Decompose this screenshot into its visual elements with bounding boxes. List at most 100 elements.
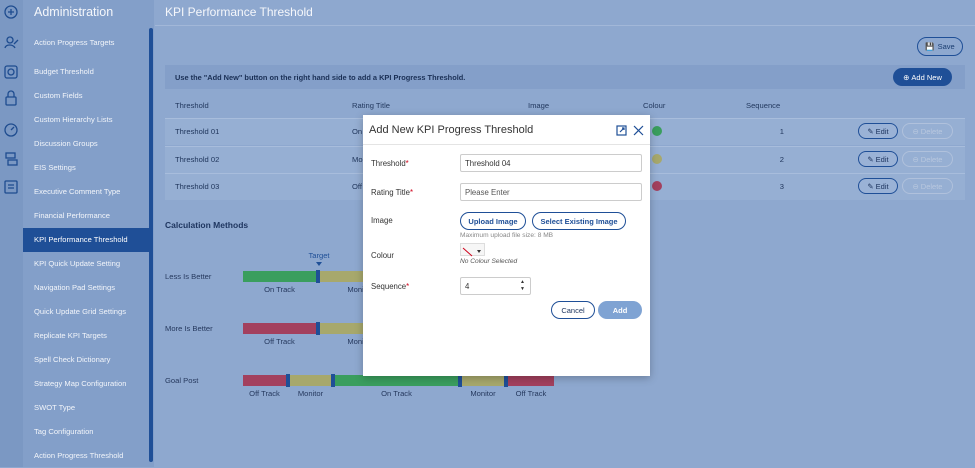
- rating-title-input[interactable]: Please Enter: [460, 183, 642, 201]
- cancel-button[interactable]: Cancel: [551, 301, 595, 319]
- range-marker: [458, 374, 462, 387]
- column-header: Image: [528, 101, 550, 110]
- column-header: Colour: [643, 101, 666, 110]
- add-new-label: Add New: [911, 72, 942, 82]
- sidebar-item[interactable]: Financial Performance: [34, 211, 110, 220]
- colour-picker[interactable]: [460, 243, 485, 257]
- field-label: Threshold*: [371, 159, 409, 168]
- delete-label: Delete: [920, 154, 943, 164]
- sidebar-item[interactable]: Action Progress Threshold: [34, 451, 124, 460]
- select-image-button[interactable]: Select Existing Image: [532, 212, 626, 230]
- edit-button[interactable]: ✎ Edit: [858, 178, 898, 194]
- field-label: Rating Title*: [371, 188, 413, 197]
- sequence-cell: 1: [779, 127, 784, 136]
- edit-button[interactable]: ✎ Edit: [858, 151, 898, 167]
- add-button[interactable]: Add: [598, 301, 642, 319]
- range-segment: [320, 323, 400, 334]
- delete-label: Delete: [920, 181, 943, 191]
- notice-text: Use the "Add New" button on the right ha…: [175, 73, 466, 82]
- segment-label: Monitor: [347, 285, 373, 294]
- modal-divider: [363, 144, 650, 145]
- target-arrow: [316, 262, 322, 266]
- threshold-cell: Threshold 02: [175, 155, 220, 164]
- modal-title: Add New KPI Progress Threshold: [369, 124, 534, 136]
- delete-button[interactable]: ⊖ Delete: [902, 151, 953, 167]
- range-marker: [286, 374, 290, 387]
- sidebar-item[interactable]: Custom Fields: [34, 91, 83, 100]
- sidebar-item[interactable]: KPI Performance Threshold: [23, 228, 149, 252]
- edit-label: Edit: [875, 181, 889, 191]
- segment-label: Off Track: [249, 389, 280, 398]
- label-text: Sequence: [371, 282, 407, 291]
- delete-label: Delete: [920, 126, 943, 136]
- add-threshold-modal: Add New KPI Progress Threshold Threshold…: [363, 115, 650, 376]
- range-marker: [331, 374, 335, 387]
- threshold-input[interactable]: Threshold 04: [460, 154, 642, 172]
- modal-controls[interactable]: [616, 125, 644, 137]
- range-segment: [243, 323, 316, 334]
- sidebar-item[interactable]: Custom Hierarchy Lists: [34, 115, 113, 124]
- range-segment: [243, 375, 286, 386]
- sequence-cell: 2: [779, 155, 784, 164]
- image-label: Image: [371, 216, 393, 225]
- segment-label: Monitor: [347, 337, 373, 346]
- icon-strip: [0, 0, 23, 467]
- range-segment: [320, 271, 400, 282]
- nav-icons: [4, 5, 19, 194]
- page-title: KPI Performance Threshold: [165, 5, 313, 19]
- upload-hint: Maximum upload file size: 8 MB: [460, 232, 554, 239]
- add-new-button[interactable]: ⊕ Add New: [893, 68, 952, 86]
- threshold-cell: Threshold 03: [175, 182, 220, 191]
- target-label: Target: [308, 251, 330, 260]
- delete-button[interactable]: ⊖ Delete: [902, 178, 953, 194]
- sidebar-item[interactable]: EIS Settings: [34, 163, 76, 172]
- sequence-cell: 3: [779, 182, 784, 191]
- sidebar-item[interactable]: SWOT Type: [34, 403, 76, 412]
- range-segment: [508, 375, 554, 386]
- required-mark: *: [405, 159, 409, 168]
- colour-dot: [652, 181, 662, 191]
- upload-image-button[interactable]: Upload Image: [460, 212, 526, 230]
- sidebar-item[interactable]: Action Progress Targets: [34, 38, 115, 47]
- range-segment: [335, 375, 458, 386]
- sidebar-item[interactable]: Executive Comment Type: [34, 187, 121, 196]
- spinner[interactable]: ▲ ▼: [520, 279, 525, 292]
- colour-label: Colour: [371, 251, 394, 260]
- column-header: Threshold: [175, 101, 209, 110]
- sidebar-item[interactable]: Replicate KPI Targets: [34, 331, 107, 340]
- sidebar-item[interactable]: Spell Check Dictionary: [34, 355, 111, 364]
- edit-button[interactable]: ✎ Edit: [858, 123, 898, 139]
- save-label: Save: [937, 42, 955, 51]
- sidebar-title: Administration: [34, 5, 114, 19]
- edit-label: Edit: [875, 126, 889, 136]
- sidebar-item[interactable]: Strategy Map Configuration: [34, 379, 127, 388]
- range-marker: [316, 270, 320, 283]
- sidebar-item[interactable]: Discussion Groups: [34, 139, 98, 148]
- method-name: More Is Better: [165, 324, 213, 333]
- sidebar-item[interactable]: Budget Threshold: [34, 67, 94, 76]
- colour-dot: [652, 126, 662, 136]
- sidebar-item[interactable]: Navigation Pad Settings: [34, 283, 116, 292]
- sequence-input[interactable]: 4: [460, 277, 531, 295]
- label-text: Threshold: [371, 159, 406, 168]
- field-label: Sequence*: [371, 282, 409, 291]
- column-header: Rating Title: [352, 101, 390, 110]
- threshold-cell: Threshold 01: [175, 127, 220, 136]
- colour-swatch: [462, 247, 481, 257]
- sidebar-item[interactable]: Quick Update Grid Settings: [34, 307, 127, 316]
- required-mark: *: [410, 188, 414, 197]
- segment-label: Off Track: [264, 337, 295, 346]
- colour-status: No Colour Selected: [460, 258, 518, 265]
- segment-label: On Track: [264, 285, 295, 294]
- segment-label: Off Track: [515, 389, 547, 398]
- sidebar-item[interactable]: Tag Configuration: [34, 427, 94, 436]
- required-mark: *: [406, 282, 410, 291]
- colour-dot: [652, 154, 662, 164]
- column-header: Sequence: [746, 101, 781, 110]
- save-button[interactable]: 💾 Save: [917, 37, 963, 56]
- sidebar-item[interactable]: KPI Quick Update Setting: [34, 259, 121, 268]
- delete-button[interactable]: ⊖ Delete: [902, 123, 953, 139]
- range-segment: [290, 375, 331, 386]
- header-divider: [155, 25, 975, 26]
